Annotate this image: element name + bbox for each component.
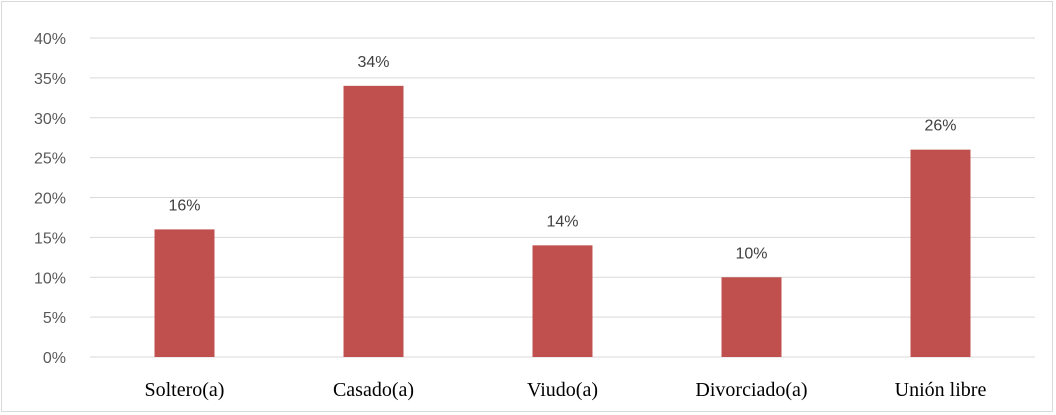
bar <box>154 229 215 357</box>
bar <box>532 245 593 357</box>
y-tick-label: 35% <box>34 71 66 88</box>
x-axis-ticks: Soltero(a) Casado(a) Viudo(a) Divorciado(a)… <box>145 379 987 401</box>
data-labels: 16% 34% 14% 10% 26% <box>168 54 956 262</box>
data-label: 34% <box>357 54 389 71</box>
x-tick-label: Casado(a) <box>333 379 414 401</box>
bar <box>721 277 782 357</box>
data-label: 16% <box>168 197 200 214</box>
y-tick-label: 15% <box>34 230 66 247</box>
gridlines <box>90 37 1035 358</box>
y-tick-label: 40% <box>34 31 66 48</box>
x-tick-label: Divorciado(a) <box>695 379 807 401</box>
y-axis-ticks: 0% 5% 10% 15% 20% 25% 30% 35% 40% <box>34 31 66 367</box>
bars <box>154 85 971 357</box>
x-tick-label: Soltero(a) <box>145 379 225 401</box>
y-tick-label: 10% <box>34 270 66 287</box>
y-tick-label: 5% <box>43 310 66 327</box>
y-tick-label: 25% <box>34 151 66 168</box>
data-label: 10% <box>735 245 767 262</box>
x-tick-label: Viudo(a) <box>527 379 598 401</box>
bar <box>343 85 404 357</box>
y-tick-label: 0% <box>43 350 66 367</box>
data-label: 14% <box>546 213 578 230</box>
bar <box>910 149 971 357</box>
x-tick-label: Unión libre <box>895 379 987 401</box>
data-label: 26% <box>924 118 956 135</box>
y-tick-label: 20% <box>34 191 66 208</box>
y-tick-label: 30% <box>34 111 66 128</box>
